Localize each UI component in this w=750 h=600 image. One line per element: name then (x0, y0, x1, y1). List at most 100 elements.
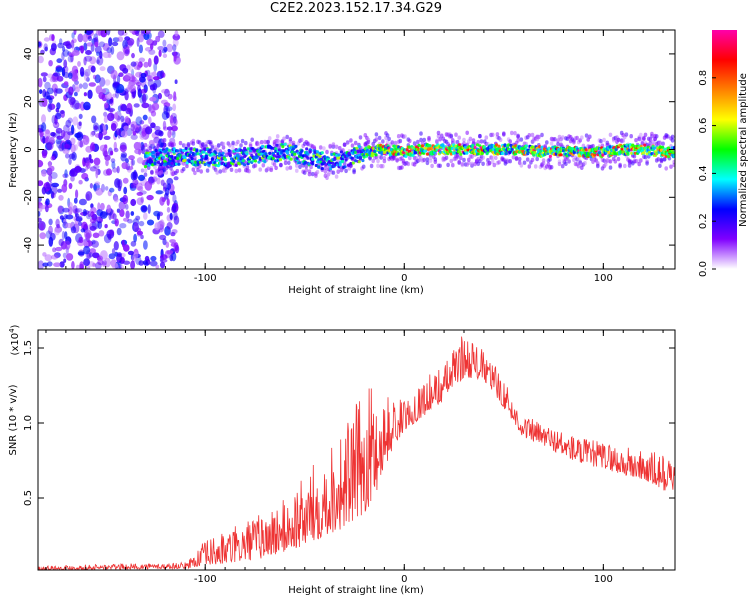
heatmap-cell (110, 123, 117, 131)
heatmap-cell (68, 86, 74, 96)
heatmap-cell (583, 160, 587, 166)
heatmap-cell (449, 133, 454, 139)
x-tick-label: -100 (194, 273, 217, 284)
heatmap-cell (239, 148, 243, 152)
heatmap-cell (203, 147, 207, 152)
heatmap-cell (117, 179, 123, 189)
heatmap-cell (308, 150, 312, 154)
heatmap-cell (633, 151, 637, 155)
heatmap-cell (244, 140, 248, 146)
heatmap-cell (522, 160, 527, 165)
heatmap-cell (369, 163, 374, 169)
heatmap-cell (470, 161, 474, 166)
heatmap-cell (65, 222, 73, 229)
heatmap-cell (148, 152, 152, 156)
heatmap-cell (628, 143, 633, 147)
heatmap-cell (186, 143, 191, 148)
heatmap-cell (575, 135, 579, 141)
heatmap-cell (278, 158, 283, 162)
heatmap-cell (122, 194, 129, 205)
heatmap-cell (315, 153, 320, 157)
heatmap-cell (171, 229, 178, 234)
heatmap-cell (130, 240, 137, 247)
heatmap-cell (53, 87, 58, 97)
heatmap-cell (112, 213, 117, 221)
heatmap-cell (109, 229, 115, 236)
heatmap-cell (263, 160, 267, 164)
heatmap-cell (120, 115, 125, 123)
heatmap-cell (72, 116, 79, 126)
heatmap-cell (157, 152, 161, 156)
heatmap-cell (344, 168, 348, 174)
heatmap-cell (171, 202, 179, 213)
heatmap-cell (527, 164, 532, 169)
heatmap-cell (130, 134, 138, 140)
heatmap-cell (536, 148, 541, 152)
heatmap-cell (63, 258, 67, 263)
heatmap-cell (153, 175, 158, 180)
colorbar-tick-label: 0.4 (698, 165, 709, 181)
heatmap-cell (591, 143, 595, 149)
heatmap-cell (639, 144, 643, 148)
heatmap-cell (166, 152, 170, 156)
heatmap-cell (88, 252, 93, 258)
heatmap-cell (584, 133, 589, 138)
heatmap-cell (90, 211, 95, 218)
heatmap-cell (621, 138, 625, 143)
heatmap-cell (170, 242, 177, 247)
heatmap-cell (631, 144, 635, 148)
heatmap-cell (85, 50, 92, 55)
heatmap-cell (664, 166, 668, 171)
heatmap-cell (394, 147, 398, 151)
heatmap-cell (124, 116, 130, 123)
heatmap-cell (85, 191, 93, 201)
heatmap-cell (82, 208, 87, 217)
heatmap-cell (455, 146, 459, 150)
heatmap-cell (223, 168, 227, 173)
heatmap-cell (567, 159, 571, 164)
heatmap-cell (524, 144, 529, 148)
heatmap-cell (189, 147, 193, 151)
heatmap-cell (169, 117, 178, 127)
heatmap-cell (210, 152, 214, 156)
colorbar-tick-label: 0.0 (698, 261, 709, 277)
heatmap-cell (624, 132, 629, 137)
heatmap-cell (240, 138, 245, 144)
heatmap-cell (658, 163, 662, 168)
heatmap-cell (91, 240, 99, 248)
heatmap-cell (210, 145, 215, 150)
heatmap-cell (331, 170, 336, 175)
heatmap-cell (423, 149, 427, 153)
heatmap-cell (134, 148, 143, 155)
heatmap-cell (323, 165, 328, 171)
heatmap-cell (172, 33, 181, 41)
heatmap-cell (143, 30, 151, 35)
heatmap-cell (490, 155, 495, 161)
heatmap-cell (637, 161, 641, 167)
heatmap-cell (355, 146, 359, 150)
heatmap-cell (111, 262, 118, 269)
heatmap-cell (441, 144, 445, 148)
heatmap-cell (601, 153, 605, 157)
heatmap-cell (389, 147, 394, 151)
heatmap-cell (540, 145, 544, 149)
heatmap-cell (162, 238, 167, 246)
heatmap-cell (305, 147, 309, 151)
heatmap-cell (93, 157, 101, 166)
heatmap-cell (348, 151, 352, 155)
heatmap-cell (127, 218, 133, 224)
heatmap-cell (158, 156, 162, 160)
heatmap-cell (289, 157, 293, 161)
heatmap-cell (241, 149, 245, 153)
heatmap-cell (145, 126, 153, 135)
heatmap-cell (79, 140, 83, 148)
heatmap-cell (56, 135, 64, 140)
heatmap-cell (165, 147, 169, 152)
heatmap-cell (197, 140, 202, 145)
heatmap-cell (96, 59, 100, 64)
heatmap-cell (300, 149, 304, 153)
heatmap-cell (174, 30, 179, 37)
heatmap-cell (124, 91, 129, 101)
heatmap-cell (182, 148, 186, 153)
heatmap-cell (156, 177, 161, 185)
